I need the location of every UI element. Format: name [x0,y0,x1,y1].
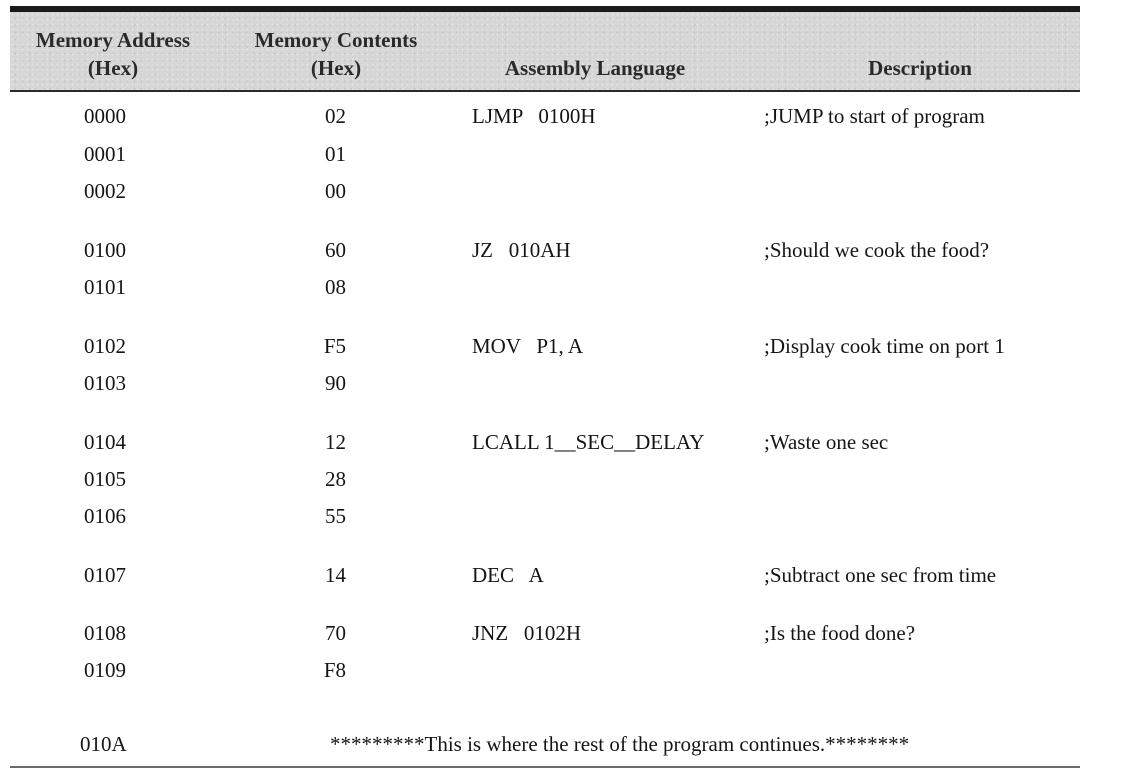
row-assembly: LCALL 1__SEC__DELAY [472,430,705,454]
row-contents: 02 [325,104,346,128]
row-address: 0104 [84,430,126,454]
row-contents: F5 [323,334,346,358]
row-address: 0101 [84,275,126,299]
row-description: ;Subtract one sec from time [764,563,997,587]
row-address: 0102 [84,334,126,358]
row-contents: 70 [325,621,346,645]
row-assembly: JZ 010AH [472,238,571,262]
row-contents: F8 [323,658,346,682]
row-address: 0105 [84,467,126,491]
row-contents: 01 [325,142,346,166]
row-address: 0002 [84,179,126,203]
row-address: 0100 [84,238,126,262]
table-header: Memory Address (Hex) Memory Contents (He… [10,12,1080,92]
row-address: 0000 [84,104,126,128]
row-description: ;JUMP to start of program [764,104,985,128]
bottom-rule [10,766,1080,768]
row-assembly: LJMP 0100H [472,104,596,128]
row-assembly: MOV P1, A [472,334,584,358]
header-description: Description [868,56,972,80]
row-contents: 90 [325,371,346,395]
footer-address: 010A [80,732,127,756]
header-memory-address: Memory Address (Hex) [35,28,191,80]
row-assembly: DEC A [472,563,544,587]
footer-row: 010A *********This is where the rest of … [10,731,1080,761]
row-contents: 08 [325,275,346,299]
row-contents: 60 [325,238,346,262]
footer-note: *********This is where the rest of the p… [330,732,910,756]
row-contents: 12 [325,430,346,454]
top-rule [10,6,1080,12]
row-address: 0107 [84,563,126,587]
row-contents: 28 [325,467,346,491]
row-description: ;Should we cook the food? [764,238,990,262]
row-address: 0109 [84,658,126,682]
row-address: 0103 [84,371,126,395]
row-contents: 00 [325,179,346,203]
row-description: ;Waste one sec [764,430,889,454]
row-address: 0106 [84,504,126,528]
row-assembly: JNZ 0102H [472,621,582,645]
row-address: 0108 [84,621,126,645]
row-address: 0001 [84,142,126,166]
row-contents: 55 [325,504,346,528]
row-contents: 14 [325,563,346,587]
row-description: ;Display cook time on port 1 [764,334,1005,358]
header-assembly-language: Assembly Language [504,56,686,80]
row-description: ;Is the food done? [764,621,916,645]
assembly-listing-table: Memory Address (Hex) Memory Contents (He… [10,0,1080,769]
header-memory-contents: Memory Contents (Hex) [254,28,418,80]
